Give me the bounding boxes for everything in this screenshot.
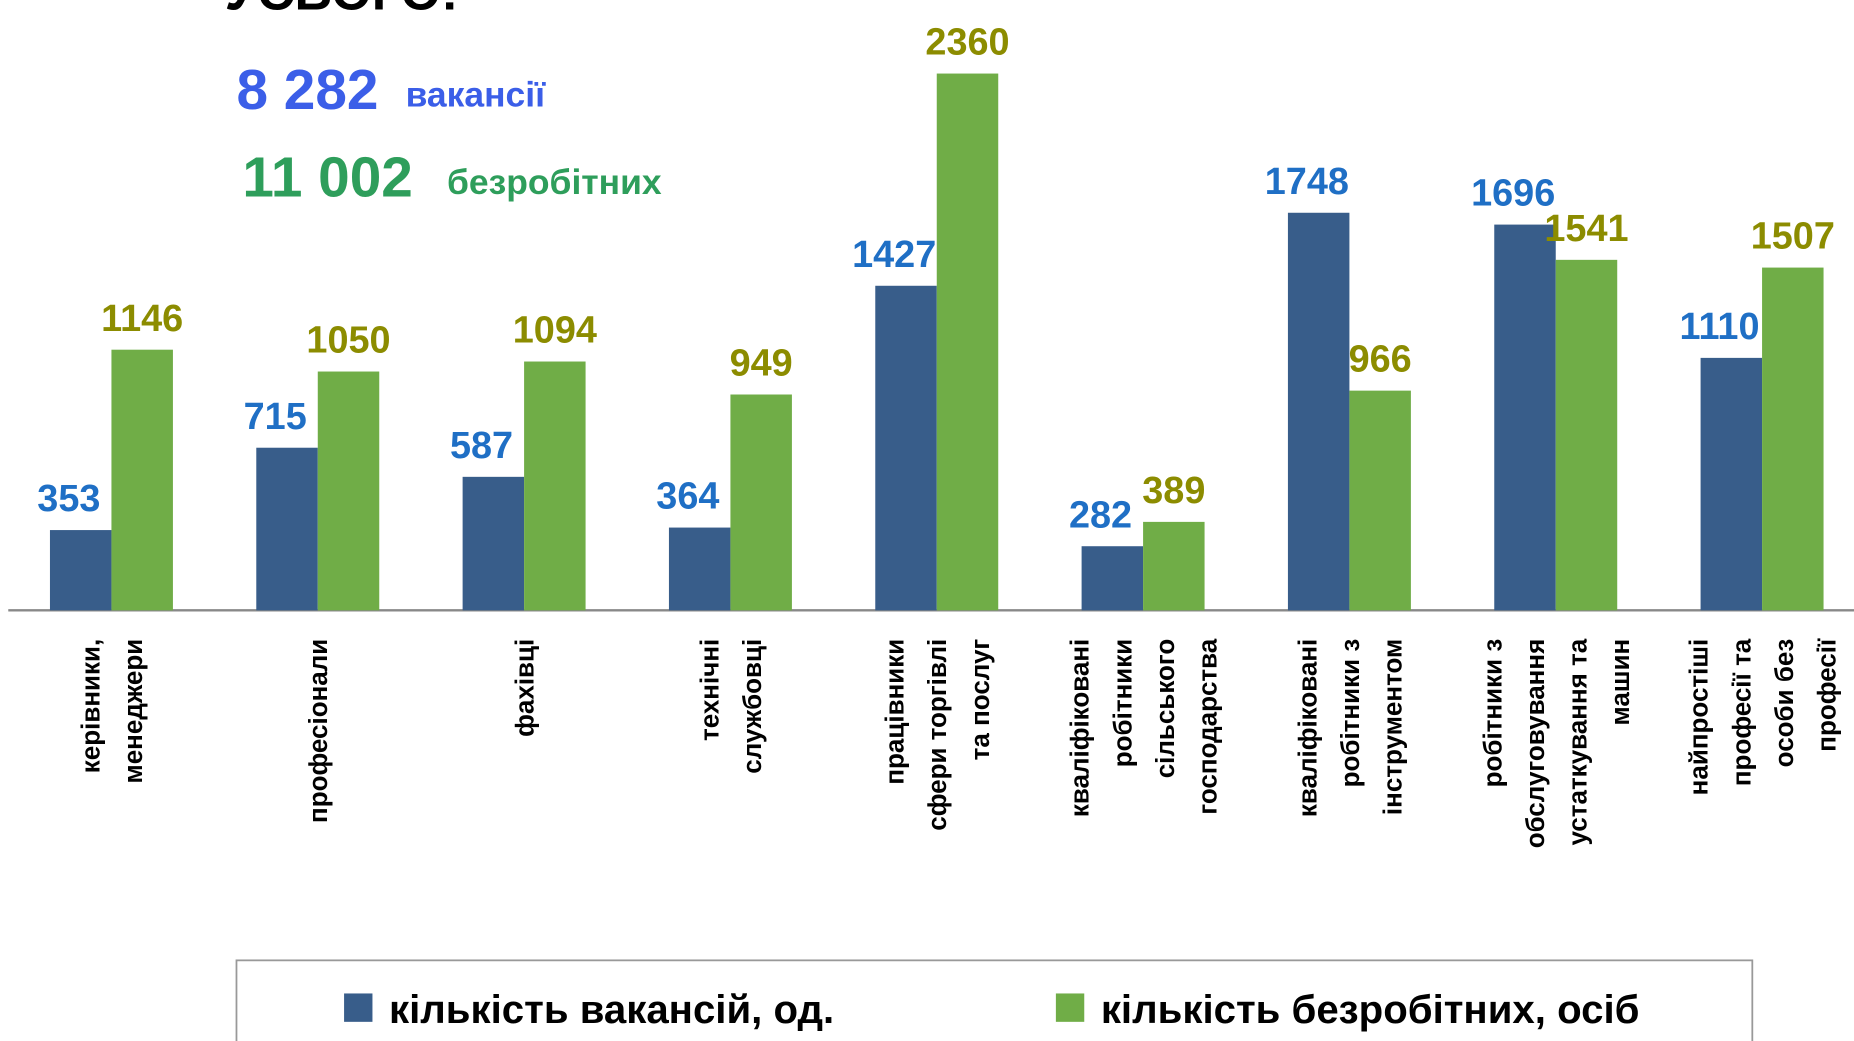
- bar: [936, 73, 999, 611]
- unemployed-total: 11 002: [242, 147, 412, 210]
- total-heading: УСЬОГО:: [225, 0, 459, 22]
- bar: [1081, 546, 1144, 611]
- value-label: 1507: [1751, 216, 1835, 258]
- value-label: 1050: [306, 320, 390, 362]
- x-tick-label: фахівці: [510, 639, 540, 737]
- x-tick-label: кваліфіковані робітники сільського господар…: [1065, 638, 1223, 817]
- value-label: 364: [656, 476, 719, 518]
- unemployed-label: безробітних: [447, 162, 662, 202]
- bar: [317, 371, 380, 611]
- bar: [1287, 212, 1350, 611]
- bar: [524, 361, 586, 611]
- value-label: 1541: [1544, 208, 1628, 250]
- x-tick-label: кваліфіковані робітники з інструментом: [1292, 639, 1407, 817]
- x-tick-label: робітники з обслуговування устаткування та…: [1477, 638, 1635, 848]
- value-label: 1748: [1265, 161, 1349, 203]
- bar: [1349, 390, 1411, 611]
- value-label: 1427: [852, 234, 936, 276]
- value-label: 966: [1349, 339, 1412, 381]
- value-label: 715: [244, 396, 307, 438]
- vacancies-label: вакансії: [406, 75, 547, 115]
- value-label: 389: [1142, 470, 1205, 512]
- value-label: 282: [1069, 494, 1132, 536]
- x-tick-label: найпростіші професії та особи без професії: [1684, 638, 1842, 795]
- value-label: 1696: [1471, 173, 1555, 215]
- bar: [730, 394, 792, 611]
- bar: [111, 349, 173, 611]
- bar: [1555, 259, 1618, 611]
- x-tick-label: технічні службовці: [695, 639, 768, 774]
- legend-box: [235, 959, 1754, 1041]
- value-label: 949: [730, 343, 793, 385]
- legend-swatch: [1055, 993, 1085, 1022]
- value-label: 1110: [1680, 306, 1760, 348]
- bar: [462, 476, 525, 611]
- bar: [1494, 224, 1556, 611]
- bar: [49, 530, 112, 611]
- value-label: 2360: [925, 22, 1009, 64]
- x-tick-label: професіонали: [303, 639, 333, 823]
- legend-label: кількість вакансій, од.: [389, 987, 834, 1032]
- legend-swatch: [344, 993, 373, 1022]
- vacancies-total: 8 282: [236, 59, 378, 122]
- bar: [1143, 521, 1205, 611]
- bar: [256, 447, 318, 611]
- x-tick-label: керівники, менеджери: [76, 639, 149, 784]
- bar: [668, 527, 731, 611]
- value-label: 587: [450, 425, 513, 467]
- value-label: 1146: [101, 298, 183, 340]
- value-label: 353: [37, 478, 100, 520]
- bar: [875, 285, 937, 611]
- bar: [1762, 267, 1824, 611]
- value-label: 1094: [513, 310, 597, 352]
- legend-label: кількість безробітних, осіб: [1101, 987, 1640, 1032]
- x-tick-label: працівники сфери торгівлі та послуг: [880, 639, 995, 831]
- bar: [1700, 357, 1763, 611]
